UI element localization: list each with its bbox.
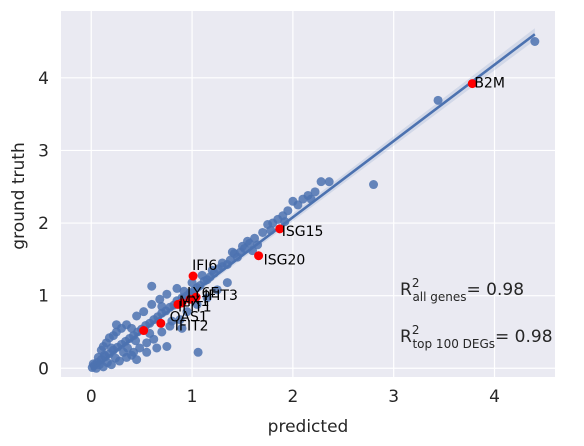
r2-top-degs-value: = 0.98: [495, 327, 553, 347]
gene-label: B2M: [474, 76, 505, 92]
highlighted-gene-labels: B2M ISG15 ISG20 IFI6 IFIT3LY6EMX1IFIT1OAS1IF…: [170, 76, 505, 335]
data-point: [369, 180, 379, 190]
data-point: [132, 355, 142, 365]
r2-top-degs-sub: top 100 DEGs: [412, 337, 495, 351]
data-point: [147, 281, 157, 291]
data-point: [258, 227, 268, 237]
data-point: [106, 343, 116, 353]
data-point: [162, 289, 172, 299]
r2-top-degs-base: R: [400, 327, 412, 347]
highlighted-genes: [139, 79, 477, 336]
r2-all-genes-base: R: [400, 280, 412, 300]
x-tick-label: 1: [187, 387, 198, 407]
gene-label: IFIT3: [204, 288, 238, 304]
x-tick-label: 4: [489, 387, 500, 407]
data-point: [197, 270, 207, 280]
highlight-point: [139, 326, 149, 336]
data-point: [172, 283, 182, 293]
gene-label: MX1: [179, 294, 210, 310]
r2-all-genes-sub: all genes: [412, 290, 466, 304]
data-point: [157, 327, 167, 337]
data-point: [212, 285, 222, 295]
y-tick-label: 4: [38, 69, 49, 89]
data-point: [98, 342, 108, 351]
data-point: [177, 323, 187, 333]
gene-label: ISG20: [264, 253, 306, 269]
data-point: [316, 177, 326, 187]
gene-label: ISG15: [282, 224, 324, 240]
r2-top-degs-sup: 2: [412, 323, 420, 337]
data-point: [182, 307, 192, 317]
x-tick-labels: 0 1 2 3 4: [86, 387, 500, 407]
y-tick-label: 1: [38, 287, 49, 307]
data-point: [298, 194, 308, 204]
data-point: [167, 316, 177, 326]
highlight-point: [275, 224, 285, 234]
data-point: [142, 338, 152, 348]
data-point: [162, 342, 172, 351]
data-point: [530, 37, 540, 46]
data-point: [142, 347, 152, 357]
regression-line: [90, 33, 536, 371]
data-point: [132, 311, 142, 321]
highlight-point: [188, 271, 198, 281]
data-point: [111, 320, 121, 330]
data-point: [202, 293, 212, 303]
y-tick-label: 2: [38, 214, 49, 234]
data-point: [139, 307, 149, 317]
data-point: [310, 187, 320, 197]
gene-label: IFIT1: [178, 299, 212, 315]
data-point: [123, 343, 133, 353]
data-point: [433, 95, 443, 105]
data-point: [288, 196, 298, 206]
highlight-point: [173, 299, 183, 309]
gene-label: OAS1: [170, 310, 208, 326]
data-point: [127, 323, 137, 333]
data-point: [155, 294, 165, 304]
y-tick-label: 0: [38, 359, 49, 379]
highlight-point: [254, 251, 264, 261]
highlight-point: [185, 294, 195, 304]
r2-all-genes-sup: 2: [412, 276, 420, 290]
data-point: [324, 177, 334, 187]
y-tick-label: 3: [38, 141, 49, 161]
data-point: [93, 352, 103, 362]
data-point: [135, 343, 145, 353]
data-point: [207, 265, 217, 275]
data-point: [217, 258, 227, 268]
data-point: [104, 333, 114, 343]
data-point: [110, 353, 120, 363]
data-point: [222, 278, 232, 288]
highlight-point: [467, 79, 477, 89]
grid-lines: [61, 11, 555, 377]
data-point: [243, 236, 253, 246]
data-point: [179, 286, 189, 296]
r2-top-degs-annotation: R2 top 100 DEGs= 0.98: [400, 323, 553, 351]
regression-line-group: [90, 33, 536, 371]
r2-all-genes-value: = 0.98: [467, 280, 525, 300]
gene-label: IFI6: [192, 258, 217, 274]
gene-label: IFIT2: [175, 318, 209, 334]
gene-label: LY6E: [187, 285, 219, 301]
data-point: [227, 247, 237, 257]
y-axis-title: ground truth: [9, 142, 29, 249]
data-point: [157, 302, 167, 312]
x-tick-label: 2: [287, 387, 298, 407]
x-tick-label: 3: [388, 387, 399, 407]
y-tick-labels: 0 1 2 3 4: [38, 69, 49, 379]
data-point: [147, 299, 157, 309]
data-point: [152, 343, 162, 353]
data-point: [175, 315, 185, 325]
data-point: [193, 347, 203, 357]
highlight-point: [156, 318, 166, 328]
x-tick-label: 0: [86, 387, 97, 407]
x-axis-title: predicted: [268, 417, 349, 437]
data-point: [192, 299, 202, 309]
r2-all-genes-annotation: R2 all genes= 0.98: [400, 276, 524, 304]
